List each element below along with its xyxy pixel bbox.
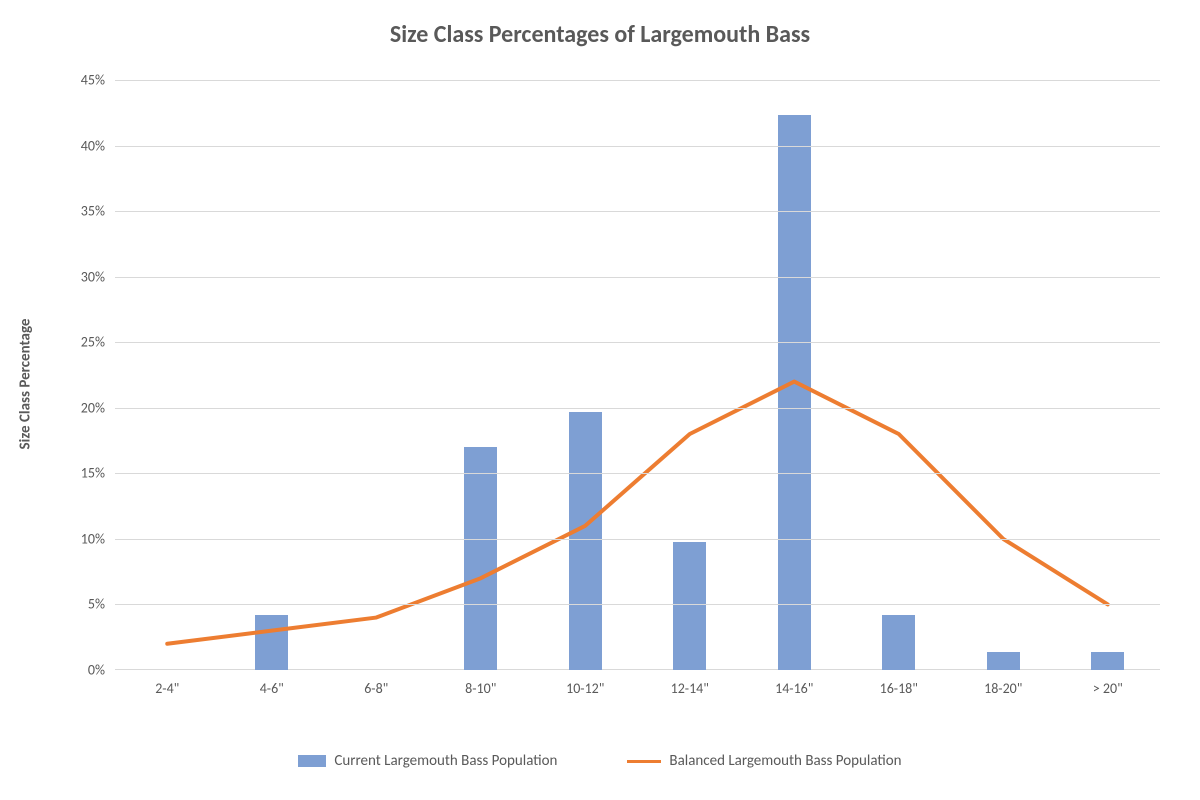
chart-title: Size Class Percentages of Largemouth Bas… xyxy=(0,20,1200,49)
y-tick-label: 5% xyxy=(45,596,105,613)
legend-swatch-line xyxy=(627,760,661,763)
gridline xyxy=(115,80,1160,81)
line-series-layer xyxy=(115,80,1160,670)
legend-swatch-bar xyxy=(298,755,326,767)
x-tick-label: 8-10" xyxy=(465,680,496,697)
y-tick-label: 20% xyxy=(45,399,105,416)
x-tick-label: 18-20" xyxy=(984,680,1022,697)
gridline xyxy=(115,277,1160,278)
gridline xyxy=(115,408,1160,409)
y-tick-label: 45% xyxy=(45,72,105,89)
x-tick-label: 12-14" xyxy=(671,680,709,697)
legend: Current Largemouth Bass Population Balan… xyxy=(0,752,1200,770)
gridline xyxy=(115,473,1160,474)
x-tick-label: 4-6" xyxy=(260,680,284,697)
gridline xyxy=(115,342,1160,343)
x-tick-label: 2-4" xyxy=(155,680,179,697)
gridline xyxy=(115,211,1160,212)
legend-item-line: Balanced Largemouth Bass Population xyxy=(627,752,901,770)
y-tick-label: 15% xyxy=(45,465,105,482)
legend-label-bar: Current Largemouth Bass Population xyxy=(334,752,557,770)
y-tick-label: 0% xyxy=(45,662,105,679)
x-tick-label: 14-16" xyxy=(775,680,813,697)
y-tick-label: 30% xyxy=(45,268,105,285)
y-tick-label: 10% xyxy=(45,530,105,547)
x-tick-label: 16-18" xyxy=(880,680,918,697)
y-tick-label: 35% xyxy=(45,203,105,220)
legend-item-bar: Current Largemouth Bass Population xyxy=(298,752,557,770)
y-axis-label: Size Class Percentage xyxy=(16,319,34,450)
plot-area xyxy=(115,80,1160,670)
y-tick-label: 25% xyxy=(45,334,105,351)
gridline xyxy=(115,604,1160,605)
legend-label-line: Balanced Largemouth Bass Population xyxy=(669,752,901,770)
gridline xyxy=(115,539,1160,540)
chart-container: Size Class Percentages of Largemouth Bas… xyxy=(0,0,1200,800)
x-tick-label: > 20" xyxy=(1093,680,1123,697)
y-tick-label: 40% xyxy=(45,137,105,154)
x-tick-label: 10-12" xyxy=(566,680,604,697)
gridline xyxy=(115,146,1160,147)
x-tick-label: 6-8" xyxy=(364,680,388,697)
